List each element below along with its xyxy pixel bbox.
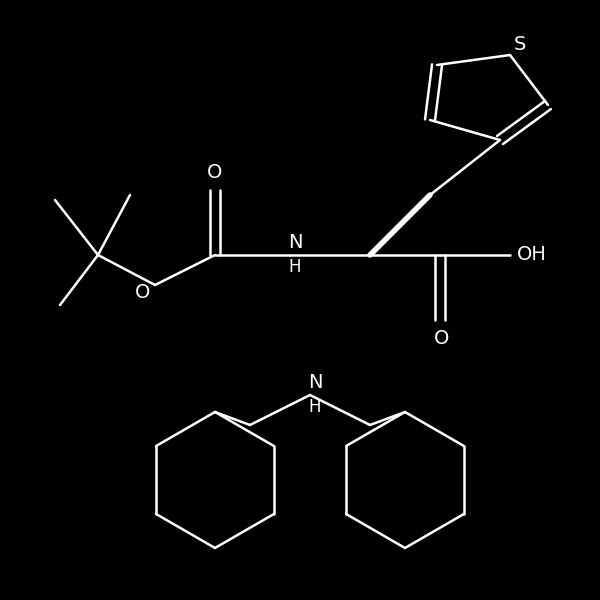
Text: S: S xyxy=(514,35,526,55)
Text: O: O xyxy=(434,329,449,347)
Text: OH: OH xyxy=(517,245,547,265)
Text: O: O xyxy=(136,283,151,302)
Text: H: H xyxy=(309,398,321,416)
Text: H: H xyxy=(289,258,301,276)
Text: N: N xyxy=(288,233,302,253)
Text: N: N xyxy=(308,373,322,392)
Text: O: O xyxy=(208,163,223,181)
